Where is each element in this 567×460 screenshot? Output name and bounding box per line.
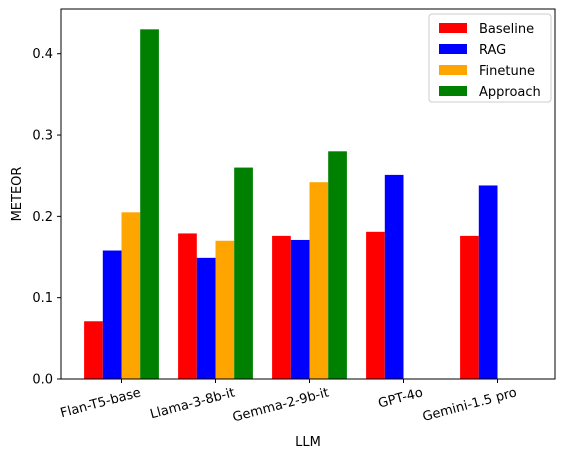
legend-swatch-baseline [439,23,467,33]
bar-baseline-2 [272,235,291,379]
legend-swatch-finetune [439,65,467,75]
bar-rag-2 [290,239,310,379]
y-tick-label: 0.4 [32,47,53,62]
x-tick-label: Flan-T5-base [59,385,143,421]
bar-baseline-4 [460,235,479,379]
bar-baseline-1 [178,233,197,379]
x-tick-label: Gemini-1.5 pro [421,385,519,425]
bar-baseline-0 [84,321,103,379]
legend-label-finetune: Finetune [479,64,535,79]
y-axis: 0.0 0.1 0.2 0.3 0.4 [32,47,61,388]
y-axis-label: METEOR [10,167,25,222]
legend: Baseline RAG Finetune Approach [428,13,552,103]
x-axis-label: LLM [295,435,321,450]
bar-approach-2 [328,151,347,379]
legend-swatch-approach [439,86,467,96]
y-tick-label: 0.2 [32,210,53,225]
bar-finetune-0 [121,212,141,379]
legend-label-baseline: Baseline [479,22,534,37]
bar-finetune-1 [215,240,235,379]
x-tick-label: Llama-3-8b-it [149,385,237,422]
bar-baseline-3 [366,231,385,379]
legend-box [428,13,552,103]
y-tick-label: 0.3 [32,129,53,144]
bar-rag-3 [384,174,404,379]
x-tick-label: Gemma-2-9b-it [231,385,330,425]
x-tick-label: GPT-4o [377,385,425,411]
bars-group [84,29,498,380]
bar-rag-4 [478,185,498,379]
y-tick-label: 0.0 [32,373,53,388]
legend-swatch-rag [439,44,467,54]
bar-approach-0 [140,29,159,380]
legend-label-rag: RAG [479,43,506,58]
y-tick-label: 0.1 [32,291,53,306]
bar-finetune-2 [309,182,329,379]
legend-label-approach: Approach [479,85,541,100]
bar-rag-0 [102,250,122,379]
plot-frame [60,8,556,380]
bar-approach-1 [234,167,253,379]
bar-rag-1 [196,257,216,379]
